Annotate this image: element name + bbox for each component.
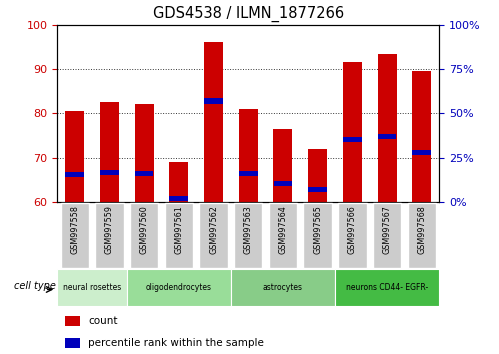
Bar xyxy=(65,316,80,326)
Bar xyxy=(100,170,119,175)
Text: neural rosettes: neural rosettes xyxy=(63,283,121,292)
Text: GSM997566: GSM997566 xyxy=(348,205,357,254)
Bar xyxy=(57,269,127,306)
Text: GSM997562: GSM997562 xyxy=(209,205,218,254)
Text: GSM997558: GSM997558 xyxy=(70,205,79,254)
Text: GSM997564: GSM997564 xyxy=(278,205,287,254)
Bar xyxy=(199,203,228,268)
Bar xyxy=(127,269,231,306)
Bar xyxy=(239,109,258,202)
Bar xyxy=(408,203,436,268)
Bar xyxy=(273,181,292,186)
Text: astrocytes: astrocytes xyxy=(263,283,303,292)
Text: percentile rank within the sample: percentile rank within the sample xyxy=(88,338,264,348)
Text: neurons CD44- EGFR-: neurons CD44- EGFR- xyxy=(346,283,428,292)
Title: GDS4538 / ILMN_1877266: GDS4538 / ILMN_1877266 xyxy=(153,6,344,22)
Bar xyxy=(130,203,158,268)
Bar xyxy=(135,171,154,176)
Bar xyxy=(239,171,257,176)
Bar xyxy=(60,203,89,268)
Text: GSM997565: GSM997565 xyxy=(313,205,322,254)
Bar xyxy=(412,71,431,202)
Bar xyxy=(135,104,154,202)
Bar xyxy=(335,269,439,306)
Bar xyxy=(65,172,84,177)
Bar xyxy=(169,162,189,202)
Bar xyxy=(308,149,327,202)
Text: oligodendrocytes: oligodendrocytes xyxy=(146,283,212,292)
Bar xyxy=(378,133,396,139)
Bar xyxy=(269,203,297,268)
Text: GSM997568: GSM997568 xyxy=(417,205,426,254)
Bar xyxy=(170,195,188,201)
Bar xyxy=(273,129,292,202)
Bar xyxy=(338,203,367,268)
Bar xyxy=(343,62,362,202)
Text: GSM997567: GSM997567 xyxy=(383,205,392,254)
Bar xyxy=(204,42,223,202)
Text: GSM997563: GSM997563 xyxy=(244,205,253,254)
Bar xyxy=(95,203,124,268)
Bar xyxy=(204,98,223,103)
Bar xyxy=(378,53,397,202)
Text: GSM997560: GSM997560 xyxy=(140,205,149,254)
Bar xyxy=(65,338,80,348)
Text: cell type: cell type xyxy=(14,281,56,291)
Bar xyxy=(303,203,332,268)
Bar xyxy=(65,111,84,202)
Bar xyxy=(100,102,119,202)
Bar xyxy=(412,149,431,155)
Bar xyxy=(234,203,262,268)
Text: count: count xyxy=(88,316,117,326)
Bar xyxy=(308,187,327,192)
Text: GSM997559: GSM997559 xyxy=(105,205,114,254)
Text: GSM997561: GSM997561 xyxy=(174,205,183,254)
Bar xyxy=(165,203,193,268)
Bar xyxy=(373,203,401,268)
Bar xyxy=(343,137,362,142)
Bar xyxy=(231,269,335,306)
